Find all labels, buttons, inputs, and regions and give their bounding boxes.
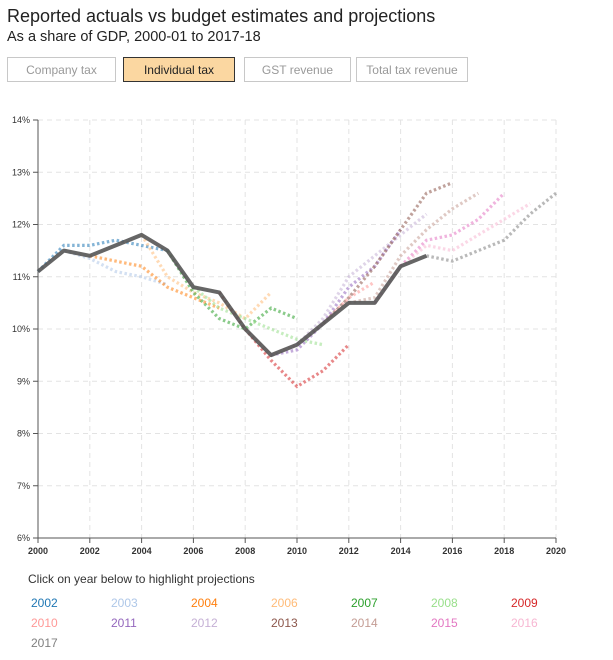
x-tick-label: 2008 bbox=[235, 546, 255, 556]
legend-item-2004[interactable]: 2004 bbox=[191, 596, 218, 610]
legend-hint: Click on year below to highlight project… bbox=[28, 572, 255, 586]
chart-grid bbox=[37, 119, 557, 539]
projection-line-2013[interactable] bbox=[321, 181, 454, 325]
projection-line-2003[interactable] bbox=[63, 249, 168, 287]
projection-line-2012[interactable] bbox=[295, 212, 428, 346]
legend-item-2017[interactable]: 2017 bbox=[31, 636, 58, 650]
x-tick-label: 2006 bbox=[183, 546, 203, 556]
x-tick-label: 2000 bbox=[28, 546, 48, 556]
projection-line-2017[interactable] bbox=[426, 191, 558, 263]
x-tick-label: 2020 bbox=[546, 546, 566, 556]
legend-item-2008[interactable]: 2008 bbox=[431, 596, 458, 610]
tab-company-tax[interactable]: Company tax bbox=[7, 57, 116, 82]
chart-axes: 6% 7% 8% 9% 10% 11% 12% 13% 14% 2000 2002 2004 2006 2… bbox=[12, 115, 566, 556]
legend-item-2002[interactable]: 2002 bbox=[31, 596, 58, 610]
legend-item-2016[interactable]: 2016 bbox=[511, 616, 538, 630]
legend-item-2015[interactable]: 2015 bbox=[431, 616, 458, 630]
projection-line-2011[interactable] bbox=[270, 228, 402, 357]
x-tick-label: 2016 bbox=[442, 546, 462, 556]
y-tick-label: 12% bbox=[12, 220, 30, 230]
legend-item-2012[interactable]: 2012 bbox=[191, 616, 218, 630]
legend-item-2003[interactable]: 2003 bbox=[111, 596, 138, 610]
chart-subtitle: As a share of GDP, 2000-01 to 2017-18 bbox=[7, 29, 261, 45]
actual-line bbox=[36, 232, 428, 358]
legend-item-2013[interactable]: 2013 bbox=[271, 616, 298, 630]
x-tick-label: 2004 bbox=[132, 546, 152, 556]
legend-item-2010[interactable]: 2010 bbox=[31, 616, 58, 630]
projection-line-2002[interactable] bbox=[36, 238, 168, 273]
chart-title: Reported actuals vs budget estimates and… bbox=[7, 6, 436, 26]
legend-item-2014[interactable]: 2014 bbox=[351, 616, 378, 630]
y-tick-label: 14% bbox=[12, 115, 30, 125]
y-tick-label: 7% bbox=[17, 481, 30, 491]
x-tick-label: 2012 bbox=[339, 546, 359, 556]
tab-total-tax-revenue[interactable]: Total tax revenue bbox=[356, 57, 468, 82]
y-tick-label: 11% bbox=[13, 272, 30, 282]
x-tick-label: 2018 bbox=[494, 546, 514, 556]
projection-line-2006[interactable] bbox=[140, 234, 273, 321]
x-tick-label: 2002 bbox=[80, 546, 100, 556]
projection-line-2010[interactable] bbox=[244, 280, 376, 357]
tab-gst-revenue[interactable]: GST revenue bbox=[244, 57, 351, 82]
legend-item-2011[interactable]: 2011 bbox=[111, 616, 137, 630]
y-tick-label: 9% bbox=[17, 376, 30, 386]
legend-item-2006[interactable]: 2006 bbox=[271, 596, 298, 610]
x-tick-label: 2014 bbox=[391, 546, 411, 556]
y-tick-label: 10% bbox=[12, 324, 30, 334]
projection-line-2016[interactable] bbox=[399, 202, 531, 268]
y-tick-label: 13% bbox=[12, 167, 30, 177]
tab-individual-tax[interactable]: Individual tax bbox=[123, 57, 235, 82]
projection-line-2007[interactable] bbox=[166, 249, 298, 331]
projection-line-2004[interactable] bbox=[89, 254, 220, 310]
actual-line-group bbox=[36, 232, 428, 358]
legend-item-2007[interactable]: 2007 bbox=[351, 596, 378, 610]
projection-line-2014[interactable] bbox=[348, 191, 480, 305]
y-tick-label: 8% bbox=[17, 429, 30, 439]
legend-item-2009[interactable]: 2009 bbox=[511, 596, 538, 610]
y-tick-label: 6% bbox=[17, 533, 30, 543]
line-chart: 6% 7% 8% 9% 10% 11% 12% 13% 14% 2000 2002 2004 2006 2… bbox=[12, 115, 566, 556]
x-tick-label: 2010 bbox=[287, 546, 307, 556]
